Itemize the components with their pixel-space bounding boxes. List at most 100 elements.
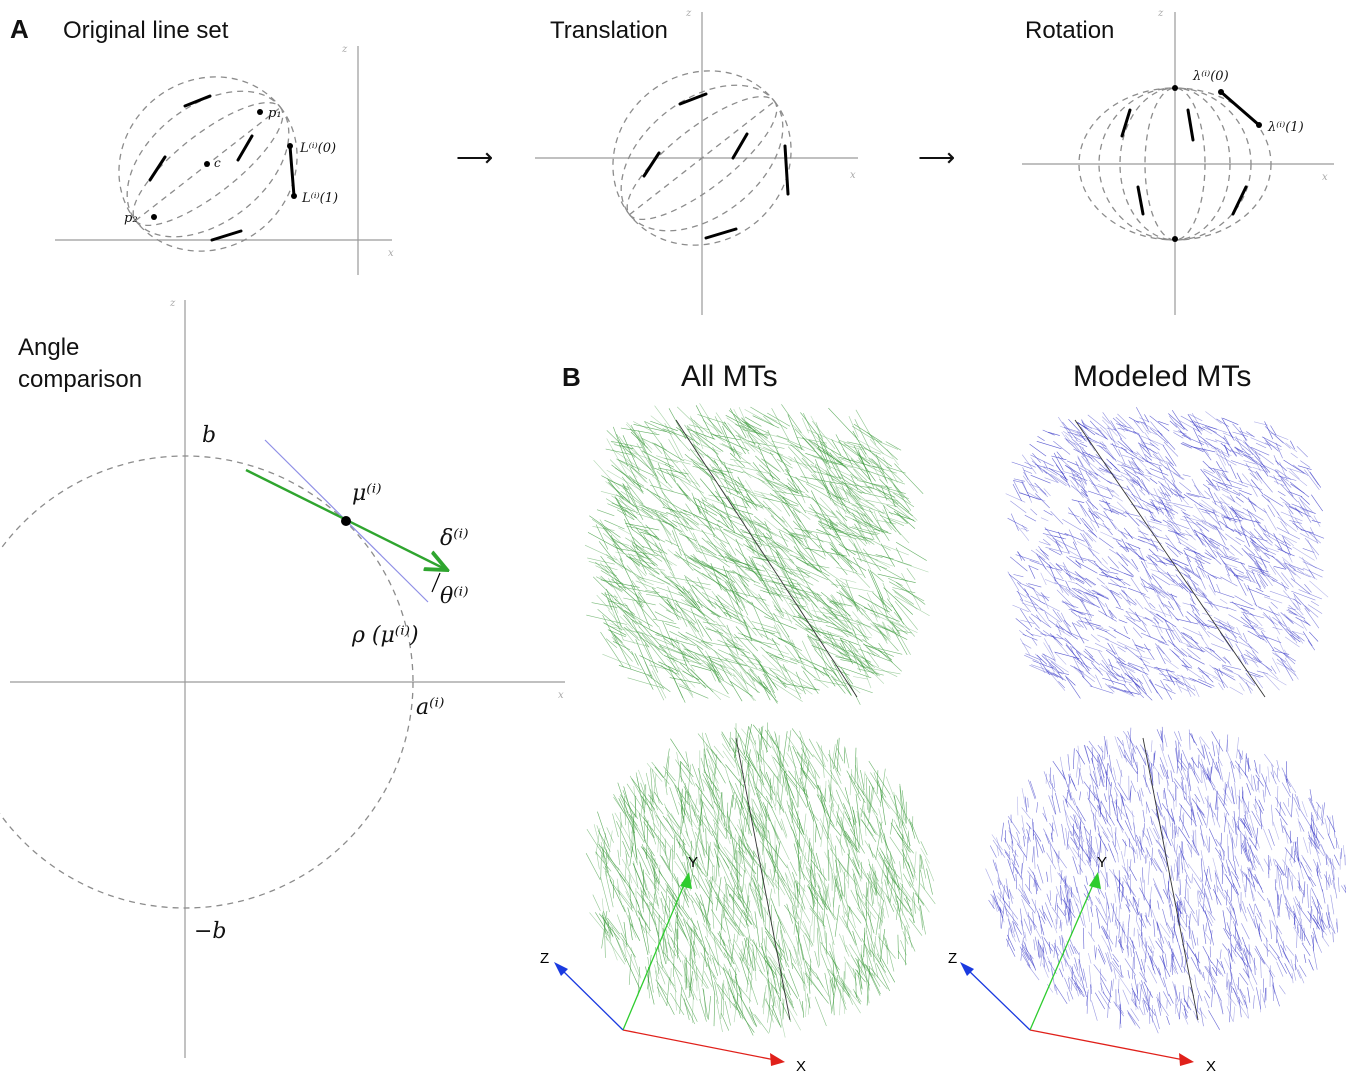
microtubule-stroke: [702, 773, 712, 791]
microtubule-stroke: [689, 448, 704, 465]
microtubule-stroke: [748, 726, 756, 745]
microtubule-stroke: [1264, 987, 1266, 1003]
microtubule-stroke: [1068, 891, 1070, 916]
microtubule-stroke: [1142, 617, 1153, 621]
microtubule-stroke: [1055, 540, 1063, 555]
microtubule-stroke: [729, 464, 769, 474]
microtubule-stroke: [1210, 930, 1213, 945]
microtubule-stroke: [1109, 782, 1112, 797]
microtubule-stroke: [1291, 590, 1316, 601]
microtubule-stroke: [1236, 888, 1242, 913]
microtubule-stroke: [1288, 510, 1299, 530]
microtubule-stroke: [1235, 446, 1243, 453]
microtubule-stroke: [1073, 436, 1082, 442]
microtubule-stroke: [1241, 923, 1250, 940]
microtubule-stroke: [1106, 427, 1117, 431]
microtubule-stroke: [1157, 937, 1163, 948]
microtubule-stroke: [804, 510, 837, 518]
microtubule-stroke: [689, 971, 693, 991]
microtubule-stroke: [848, 817, 856, 835]
microtubule-stroke: [1043, 642, 1056, 663]
microtubule-stroke: [1117, 646, 1126, 653]
microtubule-stroke: [694, 892, 703, 906]
microtubule-stroke: [773, 481, 806, 493]
microtubule-stroke: [691, 763, 703, 793]
microtubule-stroke: [895, 794, 913, 828]
microtubule-stroke: [760, 554, 793, 575]
microtubule-stroke: [714, 848, 720, 868]
microtubule-stroke: [878, 901, 886, 919]
microtubule-stroke: [1072, 474, 1088, 481]
microtubule-stroke: [1223, 437, 1237, 456]
microtubule-stroke: [1235, 574, 1258, 584]
microtubule-stroke: [831, 542, 840, 560]
microtubule-stroke: [776, 791, 785, 811]
microtubule-stroke: [1135, 898, 1140, 922]
microtubule-stroke: [1144, 616, 1155, 624]
microtubule-stroke: [650, 768, 654, 805]
line-segment: [148, 155, 167, 182]
microtubule-stroke: [1073, 963, 1080, 977]
microtubule-stroke: [1139, 537, 1162, 544]
x-axis-label: x: [388, 248, 394, 259]
microtubule-stroke: [1291, 503, 1316, 514]
microtubule-stroke: [722, 897, 746, 928]
microtubule-stroke: [600, 631, 624, 668]
microtubule-stroke: [867, 568, 885, 605]
microtubule-stroke: [1268, 615, 1281, 635]
microtubule-stroke: [1253, 421, 1268, 426]
microtubule-stroke: [1211, 501, 1225, 511]
microtubule-stroke: [1241, 654, 1247, 665]
microtubule-stroke: [822, 667, 838, 681]
microtubule-stroke: [1088, 850, 1100, 868]
microtubule-stroke: [630, 829, 633, 854]
microtubule-stroke: [701, 497, 708, 514]
microtubule-stroke: [656, 577, 688, 595]
microtubule-stroke: [619, 615, 634, 630]
microtubule-stroke: [702, 779, 721, 805]
microtubule-stroke: [924, 858, 935, 882]
microtubule-stroke: [1309, 789, 1313, 801]
microtubule-stroke: [839, 839, 843, 856]
microtubule-stroke: [1039, 660, 1050, 676]
microtubule-stroke: [1186, 547, 1206, 558]
microtubule-stroke: [1164, 936, 1171, 949]
microtubule-stroke: [1148, 498, 1173, 507]
microtubule-stroke: [722, 982, 729, 996]
microtubule-stroke: [1058, 625, 1078, 640]
microtubule-stroke: [816, 564, 848, 586]
microtubule-stroke: [1207, 574, 1216, 593]
microtubule-stroke: [1227, 822, 1231, 835]
microtubule-stroke: [1049, 890, 1051, 901]
microtubule-stroke: [613, 426, 629, 467]
microtubule-stroke: [1125, 735, 1129, 744]
microtubule-stroke: [770, 542, 808, 565]
microtubule-stroke: [1255, 827, 1259, 849]
microtubule-stroke: [1336, 837, 1338, 849]
microtubule-stroke: [1256, 562, 1265, 577]
microtubule-stroke: [872, 592, 893, 612]
microtubule-stroke: [756, 473, 787, 494]
microtubule-stroke: [728, 467, 736, 484]
microtubule-stroke: [660, 961, 677, 993]
microtubule-stroke: [1219, 520, 1235, 533]
microtubule-stroke: [614, 812, 634, 846]
microtubule-stroke: [1191, 834, 1195, 845]
microtubule-stroke: [1010, 500, 1027, 514]
microtubule-stroke: [890, 818, 893, 835]
microtubule-stroke: [1126, 944, 1129, 956]
microtubule-stroke: [1234, 760, 1249, 778]
microtubule-stroke: [1030, 474, 1051, 484]
microtubule-stroke: [769, 996, 776, 1033]
microtubule-stroke: [1003, 897, 1008, 917]
microtubule-stroke: [687, 790, 693, 828]
microtubule-stroke: [788, 968, 800, 997]
microtubule-stroke: [1300, 460, 1311, 468]
microtubule-stroke: [1099, 426, 1115, 443]
microtubule-stroke: [840, 613, 869, 640]
microtubule-stroke: [1175, 618, 1199, 625]
label-lambda0: λ⁽ⁱ⁾(0): [1192, 69, 1229, 84]
microtubule-stroke: [648, 573, 671, 585]
microtubule-stroke: [852, 468, 873, 493]
microtubule-stroke: [1182, 965, 1193, 981]
